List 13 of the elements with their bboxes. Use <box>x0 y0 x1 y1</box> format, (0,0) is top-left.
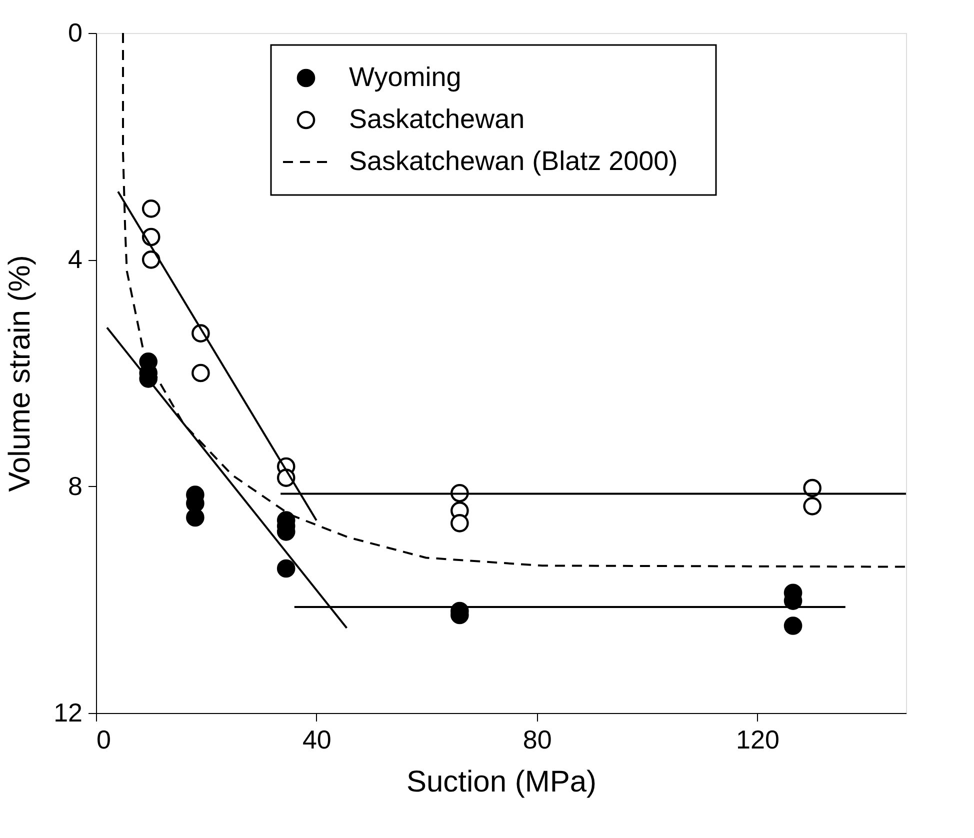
x-tick-label: 0 <box>96 724 111 754</box>
y-tick-label: 8 <box>68 470 82 501</box>
x-tick-label: 120 <box>736 724 780 754</box>
legend-label: Saskatchewan <box>349 104 525 134</box>
legend-label: Saskatchewan (Blatz 2000) <box>349 146 678 176</box>
y-tick-label: 0 <box>68 18 82 48</box>
y-axis-title: Volume strain (%) <box>4 255 37 492</box>
x-tick-label: 80 <box>522 724 552 754</box>
x-axis-title: Suction (MPa) <box>406 766 597 798</box>
x-tick-label: 40 <box>302 724 332 754</box>
y-tick-label: 4 <box>68 244 82 274</box>
y-tick-label: 12 <box>54 698 82 728</box>
legend-label: Wyoming <box>349 62 462 92</box>
